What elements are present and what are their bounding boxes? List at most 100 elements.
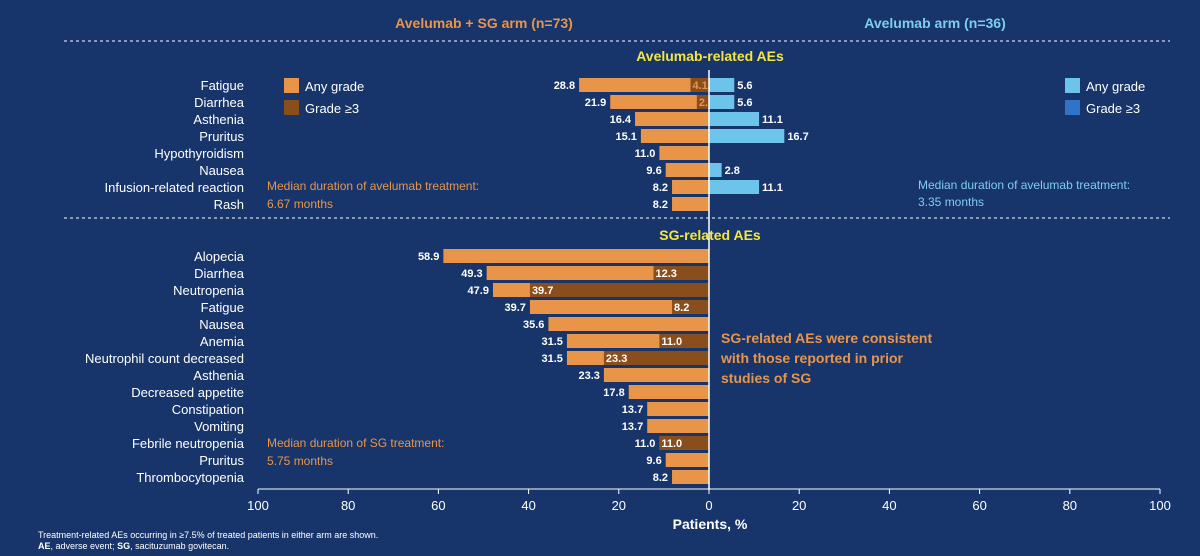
legend-right-g3-swatch xyxy=(1065,100,1080,115)
category-label: Alopecia xyxy=(194,249,245,264)
bar-right-any-grade xyxy=(709,180,760,194)
bar-left-grade3-label: 23.3 xyxy=(606,353,627,365)
x-tick-label: 60 xyxy=(431,498,445,513)
bar-left-grade3-label: 8.2 xyxy=(674,302,689,314)
bar-right-any-grade xyxy=(709,78,735,92)
footnote-ae-abbr: AE xyxy=(38,541,51,551)
category-label: Infusion-related reaction xyxy=(105,180,244,195)
bar-left-any-label: 8.2 xyxy=(653,472,668,484)
bar-left-any-grade xyxy=(635,112,709,126)
bar-left-any-label: 39.7 xyxy=(505,302,526,314)
bar-left-any-label: 47.9 xyxy=(468,285,489,297)
x-tick-label: 40 xyxy=(882,498,896,513)
bar-left-grade3 xyxy=(653,266,709,280)
bar-left-any-label: 15.1 xyxy=(615,131,636,143)
bar-left-grade3 xyxy=(696,95,709,109)
bar-left-grade3 xyxy=(603,351,709,365)
footnote-sg-def: , sacituzumab govitecan. xyxy=(130,541,230,551)
bar-left-any-grade xyxy=(603,368,709,382)
x-tick-label: 0 xyxy=(705,498,712,513)
x-tick-label: 80 xyxy=(341,498,355,513)
bar-left-any-label: 35.6 xyxy=(523,319,544,331)
category-label: Asthenia xyxy=(193,112,244,127)
bar-left-any-grade xyxy=(443,249,709,263)
category-label: Nausea xyxy=(199,317,245,332)
category-label: Nausea xyxy=(199,163,245,178)
bar-right-any-label: 11.1 xyxy=(762,114,783,126)
bar-left-grade3-label: 39.7 xyxy=(532,285,553,297)
bar-left-any-label: 31.5 xyxy=(542,353,563,365)
bar-left-any-label: 17.8 xyxy=(603,387,624,399)
legend-right-any-label: Any grade xyxy=(1086,79,1145,94)
x-tick-label: 40 xyxy=(521,498,535,513)
bar-left-any-grade xyxy=(647,419,709,433)
bar-left-any-grade xyxy=(665,163,709,177)
bar-left-grade3-label: 4.1 xyxy=(693,80,708,92)
bar-left-any-grade xyxy=(486,266,709,280)
bar-left-grade3-label: 12.3 xyxy=(656,268,677,280)
footnote-sg-abbr: SG xyxy=(117,541,131,551)
note-right-avelumab-duration: Median duration of avelumab treatment: xyxy=(918,178,1130,192)
bar-left-any-grade xyxy=(647,402,709,416)
x-tick-label: 100 xyxy=(247,498,269,513)
note-right-avelumab-months: 3.35 months xyxy=(918,195,984,209)
note-sg-consistent-1: SG-related AEs were consistent xyxy=(721,330,932,346)
bar-left-grade3 xyxy=(672,300,709,314)
x-axis: 100 80 60 40 20 0 20 40 60 80 100 xyxy=(247,70,1171,513)
bar-left-grade3 xyxy=(690,78,709,92)
category-label: Neutropenia xyxy=(173,283,245,298)
x-tick-label: 60 xyxy=(972,498,986,513)
bar-right-any-label: 2.8 xyxy=(725,165,740,177)
bar-left-any-label: 11.0 xyxy=(635,438,656,450)
x-tick-label: 20 xyxy=(792,498,806,513)
legend-right-g3-label: Grade ≥3 xyxy=(1086,101,1140,116)
note-left-avelumab-duration: Median duration of avelumab treatment: xyxy=(267,179,479,193)
right-arm-header: Avelumab arm (n=36) xyxy=(864,15,1005,31)
x-tick-label: 80 xyxy=(1063,498,1077,513)
bar-left-any-grade xyxy=(548,317,709,331)
bar-left-any-grade xyxy=(579,78,709,92)
category-label: Fatigue xyxy=(201,300,244,315)
bar-left-any-label: 16.4 xyxy=(610,114,632,126)
x-tick-label: 20 xyxy=(612,498,626,513)
bar-left-grade3-label: 11.0 xyxy=(661,336,682,348)
note-sg-duration: Median duration of SG treatment: xyxy=(267,436,444,450)
category-label: Diarrhea xyxy=(194,95,245,110)
bar-left-any-grade xyxy=(665,453,709,467)
bar-left-any-label: 8.2 xyxy=(653,182,668,194)
category-label: Asthenia xyxy=(193,368,244,383)
bar-left-any-grade xyxy=(672,470,709,484)
bar-left-any-grade xyxy=(672,197,709,211)
bar-left-grade3 xyxy=(529,283,709,297)
bar-left-any-grade xyxy=(640,129,709,143)
bar-right-any-label: 16.7 xyxy=(787,131,808,143)
note-sg-months: 5.75 months xyxy=(267,454,333,468)
note-sg-consistent-3: studies of SG xyxy=(721,370,811,386)
category-label: Fatigue xyxy=(201,78,244,93)
footnote-ae-def: , adverse event; xyxy=(50,541,118,551)
bar-left-any-grade xyxy=(659,146,709,160)
category-label: Thrombocytopenia xyxy=(136,470,244,485)
bar-right-any-label: 11.1 xyxy=(762,182,783,194)
bar-right-any-grade xyxy=(709,95,735,109)
bar-left-any-grade xyxy=(628,385,709,399)
category-label: Rash xyxy=(214,197,244,212)
bar-right-any-grade xyxy=(709,163,722,177)
bar-left-any-grade xyxy=(672,180,709,194)
category-label: Anemia xyxy=(200,334,245,349)
category-label: Constipation xyxy=(172,402,244,417)
bar-left-any-grade xyxy=(529,300,709,314)
category-label: Diarrhea xyxy=(194,266,245,281)
bar-left-any-label: 13.7 xyxy=(622,421,643,433)
bar-left-grade3 xyxy=(659,436,709,450)
legend-left-any-swatch xyxy=(284,78,299,93)
bar-right-any-label: 5.6 xyxy=(737,97,752,109)
bar-right-any-label: 5.6 xyxy=(737,80,752,92)
x-axis-label: Patients, % xyxy=(673,516,748,532)
bar-right-any-grade xyxy=(709,112,760,126)
category-label: Hypothyroidism xyxy=(154,146,244,161)
bar-left-any-label: 13.7 xyxy=(622,404,643,416)
category-label: Vomiting xyxy=(194,419,244,434)
category-label: Febrile neutropenia xyxy=(132,436,245,451)
